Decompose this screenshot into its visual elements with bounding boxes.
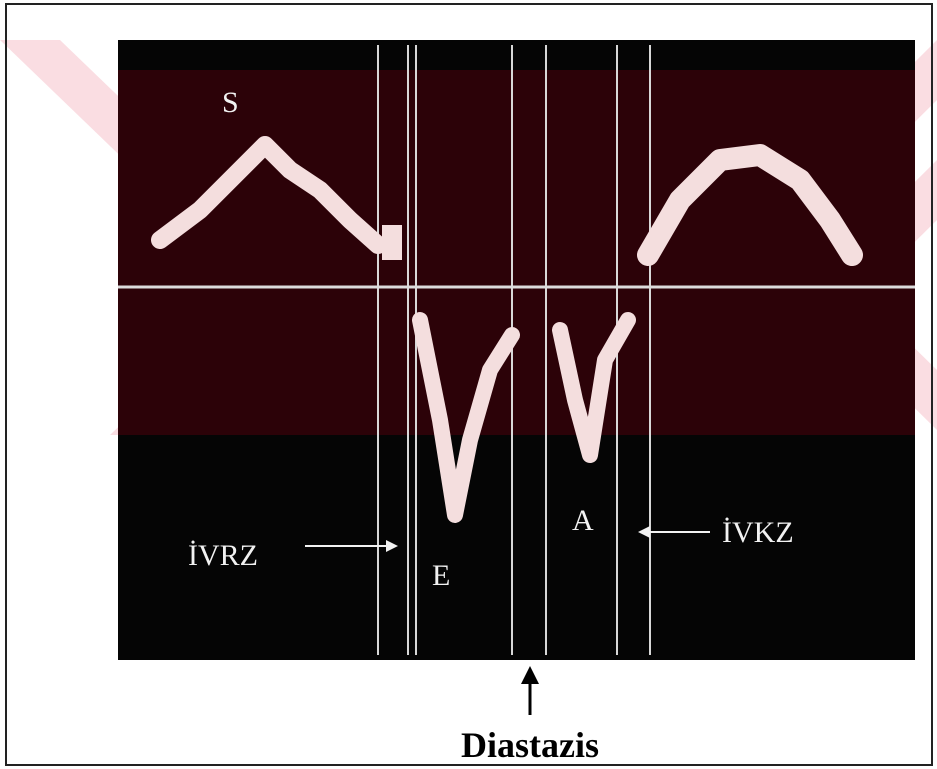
caption: Diastazis	[461, 725, 599, 765]
page: {"labels": {"s": "S", "ivrz": "İVRZ", "e…	[0, 0, 937, 769]
label-ivrz: İVRZ	[188, 539, 258, 572]
figure: S İVRZ E A İVKZ Diastazis	[0, 0, 937, 769]
label-ivkz: İVKZ	[722, 516, 794, 549]
label-e: E	[432, 559, 450, 592]
label-a: A	[572, 504, 594, 537]
label-s: S	[222, 86, 239, 119]
tint	[118, 70, 915, 435]
